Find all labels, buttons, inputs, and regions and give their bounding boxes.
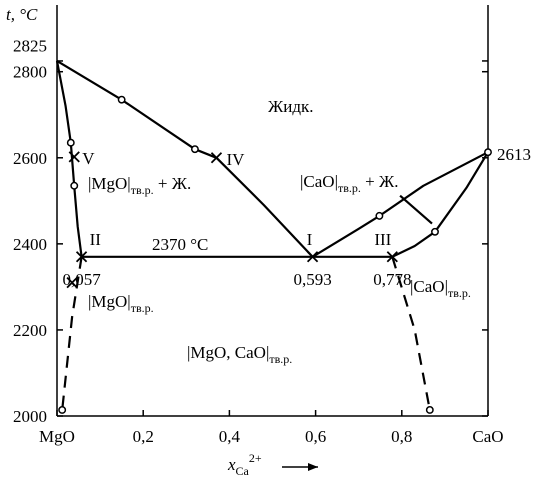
region-label-text: |CaO|: [300, 172, 338, 191]
y-tick-label: 2825: [13, 37, 47, 56]
phase-boundary: [391, 256, 431, 411]
phase-boundary: [399, 194, 433, 225]
phase-boundary: [312, 151, 489, 258]
region-label-tail: + Ж.: [361, 172, 399, 191]
region-label-tail: + Ж.: [154, 174, 192, 193]
cross-point: [210, 152, 223, 164]
region-label-sub: тв.р.: [338, 181, 361, 195]
x-tick-label: CaO: [472, 427, 503, 446]
point-label: V: [82, 149, 95, 168]
phase-boundary: [61, 256, 83, 411]
y-axis-label-text: t, °C: [6, 5, 38, 24]
point-label: II: [90, 230, 102, 249]
cross-point: [68, 151, 80, 163]
region-label-text: |MgO|: [88, 174, 131, 193]
phase-boundary: [55, 60, 83, 257]
point-x-label: 0,778: [373, 270, 411, 289]
y-axis-label: t, °C: [6, 5, 38, 24]
region-label-text: 2613: [497, 145, 531, 164]
region-label-sub: тв.р.: [269, 352, 292, 366]
region-label-text: |CaO|: [410, 277, 448, 296]
point: [117, 95, 126, 104]
y-tick-label: 2200: [13, 321, 47, 340]
region-label: |MgO|тв.р. + Ж.: [88, 174, 191, 197]
x-tick-label: 0,6: [305, 427, 326, 446]
y-tick-label: 2800: [13, 63, 47, 82]
region-label-sub: тв.р.: [448, 286, 471, 300]
point: [484, 148, 492, 157]
region-label: Жидк.: [268, 97, 314, 116]
point: [66, 138, 75, 147]
region-label-sub: тв.р.: [131, 301, 154, 315]
cross-point: [66, 276, 78, 289]
y-tick-label: 2000: [13, 407, 47, 426]
region-label: |MgO|тв.р.: [88, 292, 154, 315]
cross-point: [386, 251, 398, 263]
point-label: III: [374, 230, 391, 249]
point-label: IV: [226, 150, 245, 169]
x-axis-label: xCa2+: [227, 451, 262, 478]
cross-point: [75, 251, 88, 263]
point-x-label: 0,593: [293, 270, 331, 289]
region-label-text: 2370 °C: [152, 235, 208, 254]
cross-point: [306, 251, 319, 263]
region-label-text: |MgO, CaO|: [187, 343, 269, 362]
x-arrow-head: [308, 463, 318, 471]
point-x-label: 0,057: [62, 270, 101, 289]
y-tick-label: 2600: [13, 149, 47, 168]
point: [70, 181, 79, 190]
region-label-sub: тв.р.: [131, 183, 154, 197]
y-tick-label: 2400: [13, 235, 47, 254]
x-tick-label: MgO: [39, 427, 75, 446]
point: [190, 145, 199, 154]
point: [58, 406, 67, 414]
phase-boundary: [56, 59, 314, 258]
phase-boundary: [391, 151, 489, 258]
x-tick-label: 0,2: [133, 427, 154, 446]
region-label: 2613: [497, 145, 531, 164]
region-label-text: Жидк.: [268, 97, 314, 116]
x-axis-label-sub: Ca: [236, 464, 250, 478]
region-label: |CaO|тв.р. + Ж.: [300, 172, 398, 195]
point: [375, 211, 384, 220]
point: [431, 227, 439, 236]
region-label: 2370 °C: [152, 235, 208, 254]
point-label: I: [307, 230, 313, 249]
region-label-text: |MgO|: [88, 292, 131, 311]
x-axis-label-sup: 2+: [249, 451, 262, 465]
point: [425, 406, 434, 414]
x-tick-label: 0,4: [219, 427, 241, 446]
x-tick-label: 0,8: [391, 427, 412, 446]
region-label: |CaO|тв.р.: [410, 277, 471, 300]
region-label: |MgO, CaO|тв.р.: [187, 343, 292, 366]
x-axis-label-text: x: [227, 455, 236, 474]
